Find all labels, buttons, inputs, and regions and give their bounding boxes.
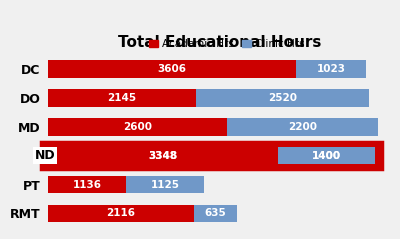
- Legend: Academic Hrs, Clinic Hrs: Academic Hrs, Clinic Hrs: [145, 35, 308, 53]
- Bar: [48, 118, 227, 136]
- Bar: [194, 205, 237, 223]
- Bar: [48, 147, 278, 164]
- Text: 1125: 1125: [150, 179, 179, 190]
- Bar: [126, 175, 204, 194]
- Text: 1400: 1400: [312, 151, 341, 161]
- Text: 2200: 2200: [288, 121, 317, 131]
- Text: 2116: 2116: [106, 208, 135, 218]
- Text: 2145: 2145: [107, 92, 136, 103]
- Text: 3348: 3348: [149, 151, 178, 161]
- Bar: [278, 147, 375, 164]
- Text: 1023: 1023: [317, 64, 346, 74]
- Text: 3606: 3606: [158, 64, 186, 74]
- Text: ND: ND: [35, 149, 56, 162]
- Text: 3348: 3348: [149, 151, 178, 161]
- Bar: [48, 88, 196, 107]
- Bar: [227, 118, 378, 136]
- Bar: [278, 147, 375, 164]
- Bar: [196, 88, 369, 107]
- Text: 635: 635: [204, 208, 226, 218]
- Bar: [48, 175, 126, 194]
- Bar: [48, 60, 296, 77]
- Bar: [296, 60, 366, 77]
- Text: 2520: 2520: [268, 92, 297, 103]
- Bar: [48, 147, 278, 164]
- Bar: [48, 205, 194, 223]
- Text: 1136: 1136: [72, 179, 102, 190]
- Text: 2600: 2600: [123, 121, 152, 131]
- Title: Total Educational Hours: Total Educational Hours: [118, 35, 322, 50]
- FancyBboxPatch shape: [41, 142, 382, 169]
- Text: 1400: 1400: [312, 151, 341, 161]
